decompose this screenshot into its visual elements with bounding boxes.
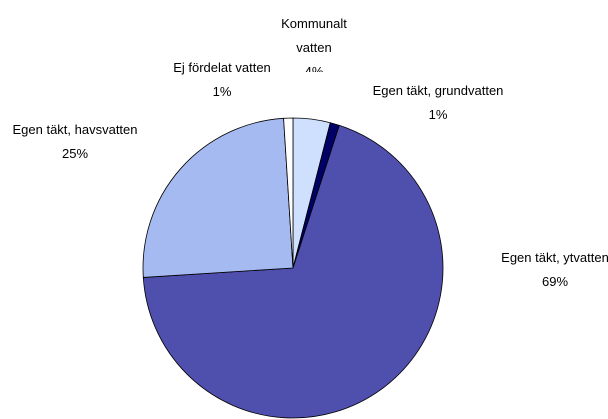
category-label: Egen täkt, havsvatten [12,122,138,137]
pie-slice [142,124,444,419]
slice-label: Egen täkt, ytvatten 69% [465,246,608,294]
label-box: Ej fördelat vatten 1% [142,56,302,104]
slice-label: Ej fördelat vatten 1% [142,56,302,104]
slice-label: Egen täkt, grundvatten 1% [338,79,538,127]
label-box: Egen täkt, grundvatten 1% [338,79,538,127]
category-label: Ej fördelat vatten [173,60,271,75]
category-label: Egen täkt, ytvatten [501,250,608,265]
category-label: Kommunalt vatten [281,16,347,55]
category-label: Egen täkt, grundvatten [372,83,504,98]
pie-slice [283,117,294,269]
slice-label: Egen täkt, havsvatten 25% [0,118,165,166]
label-box: Egen täkt, havsvatten 25% [0,118,165,166]
label-box: Egen täkt, ytvatten 69% [465,246,608,294]
value-label: 25% [61,146,89,161]
value-label: 1% [212,84,232,99]
value-label: 69% [541,274,569,289]
value-label: 4% [304,64,324,72]
label-box: Kommunalt vatten 4% [274,12,354,72]
value-label: 1% [428,107,448,122]
pie-slice [142,117,294,278]
slice-label: Kommunalt vatten 4% [274,12,354,72]
